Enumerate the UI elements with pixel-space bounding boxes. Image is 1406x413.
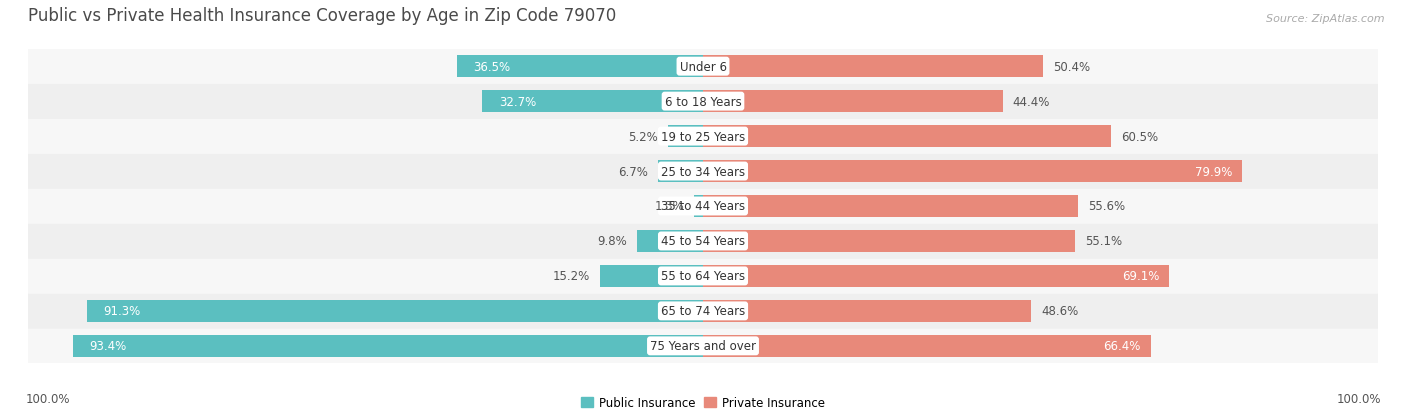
Bar — [482, 91, 703, 113]
Bar — [658, 161, 703, 183]
Text: 6 to 18 Years: 6 to 18 Years — [665, 95, 741, 108]
Bar — [600, 266, 703, 287]
Bar — [703, 126, 1111, 147]
Text: 55.1%: 55.1% — [1085, 235, 1122, 248]
Text: 45 to 54 Years: 45 to 54 Years — [661, 235, 745, 248]
Text: 100.0%: 100.0% — [25, 392, 70, 405]
Text: 9.8%: 9.8% — [598, 235, 627, 248]
Text: 65 to 74 Years: 65 to 74 Years — [661, 305, 745, 318]
FancyBboxPatch shape — [28, 293, 1378, 329]
Text: Under 6: Under 6 — [679, 61, 727, 74]
Text: 55 to 64 Years: 55 to 64 Years — [661, 270, 745, 283]
Bar — [703, 300, 1031, 322]
Text: 50.4%: 50.4% — [1053, 61, 1091, 74]
Text: 93.4%: 93.4% — [90, 339, 127, 352]
Text: 32.7%: 32.7% — [499, 95, 537, 108]
Text: 66.4%: 66.4% — [1104, 339, 1142, 352]
Text: 44.4%: 44.4% — [1012, 95, 1050, 108]
FancyBboxPatch shape — [28, 328, 1378, 364]
Text: Source: ZipAtlas.com: Source: ZipAtlas.com — [1267, 14, 1385, 24]
Text: 75 Years and over: 75 Years and over — [650, 339, 756, 352]
Bar — [703, 335, 1152, 357]
Text: 79.9%: 79.9% — [1195, 165, 1232, 178]
FancyBboxPatch shape — [28, 84, 1378, 120]
Bar — [87, 300, 703, 322]
Bar — [695, 196, 703, 217]
Text: 55.6%: 55.6% — [1088, 200, 1125, 213]
Text: Public vs Private Health Insurance Coverage by Age in Zip Code 79070: Public vs Private Health Insurance Cover… — [28, 7, 616, 25]
Text: 36.5%: 36.5% — [474, 61, 510, 74]
Bar — [457, 56, 703, 78]
Text: 60.5%: 60.5% — [1122, 130, 1159, 143]
Text: 91.3%: 91.3% — [104, 305, 141, 318]
Bar — [637, 230, 703, 252]
Bar — [703, 230, 1074, 252]
FancyBboxPatch shape — [28, 189, 1378, 224]
Bar — [703, 266, 1170, 287]
Text: 1.3%: 1.3% — [654, 200, 685, 213]
FancyBboxPatch shape — [28, 49, 1378, 85]
Bar — [703, 196, 1078, 217]
FancyBboxPatch shape — [28, 154, 1378, 190]
Text: 5.2%: 5.2% — [628, 130, 658, 143]
Bar — [703, 161, 1243, 183]
Bar — [668, 126, 703, 147]
Bar — [73, 335, 703, 357]
Text: 100.0%: 100.0% — [1336, 392, 1381, 405]
Bar — [703, 56, 1043, 78]
Text: 69.1%: 69.1% — [1122, 270, 1159, 283]
Text: 19 to 25 Years: 19 to 25 Years — [661, 130, 745, 143]
Text: 25 to 34 Years: 25 to 34 Years — [661, 165, 745, 178]
Text: 35 to 44 Years: 35 to 44 Years — [661, 200, 745, 213]
FancyBboxPatch shape — [28, 119, 1378, 154]
FancyBboxPatch shape — [28, 259, 1378, 294]
Text: 15.2%: 15.2% — [553, 270, 591, 283]
Text: 48.6%: 48.6% — [1040, 305, 1078, 318]
FancyBboxPatch shape — [28, 223, 1378, 259]
Text: 6.7%: 6.7% — [617, 165, 648, 178]
Legend: Public Insurance, Private Insurance: Public Insurance, Private Insurance — [576, 392, 830, 413]
Bar — [703, 91, 1002, 113]
